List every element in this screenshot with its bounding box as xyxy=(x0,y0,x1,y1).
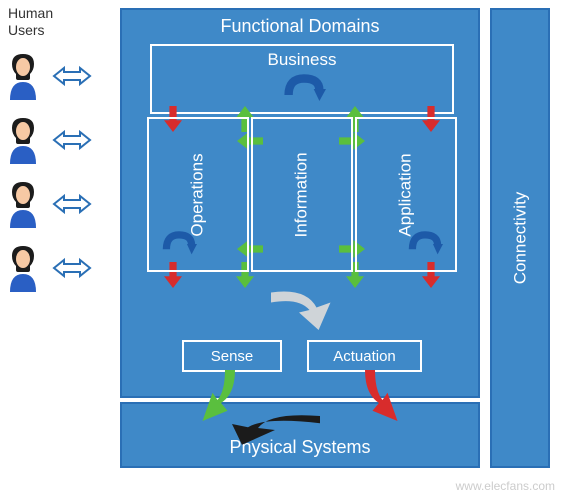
functional-domains-box: Functional Domains Business Operations I… xyxy=(120,8,480,398)
gray-flow-arrow xyxy=(264,285,334,335)
bidirectional-arrow-icon xyxy=(52,65,92,87)
users-heading: Human Users xyxy=(0,0,110,44)
physical-feedback-arrow xyxy=(230,408,330,448)
bidirectional-arrow-icon xyxy=(52,193,92,215)
user-row xyxy=(0,172,110,236)
connectivity-box: Connectivity xyxy=(490,8,550,468)
connectivity-label: Connectivity xyxy=(510,192,530,285)
bidirectional-arrow-icon xyxy=(52,129,92,151)
user-row xyxy=(0,236,110,300)
bidirectional-arrow-icon xyxy=(52,257,92,279)
actuation-to-physical-arrow xyxy=(350,370,400,430)
user-row xyxy=(0,44,110,108)
operations-label: Operations xyxy=(188,153,208,236)
application-box: Application xyxy=(355,117,457,272)
operations-box: Operations xyxy=(147,117,249,272)
information-label: Information xyxy=(292,152,312,237)
application-label: Application xyxy=(396,153,416,236)
sense-box: Sense xyxy=(182,340,282,372)
user-row xyxy=(0,108,110,172)
watermark: www.elecfans.com xyxy=(456,479,555,493)
application-cycle-arrow xyxy=(407,231,443,262)
user-icon xyxy=(6,52,40,100)
information-box: Information xyxy=(251,117,353,272)
actuation-label: Actuation xyxy=(333,348,396,365)
business-label: Business xyxy=(152,50,452,70)
iiot-architecture-diagram: Human Users xyxy=(0,0,565,503)
trio-row: Operations Information Application xyxy=(147,117,457,272)
user-icon xyxy=(6,116,40,164)
user-icon xyxy=(6,244,40,292)
users-column: Human Users xyxy=(0,0,110,300)
actuation-box: Actuation xyxy=(307,340,422,372)
business-cycle-arrow xyxy=(282,74,326,109)
functional-domains-title: Functional Domains xyxy=(122,10,478,43)
business-box: Business xyxy=(150,44,454,114)
operations-cycle-arrow xyxy=(161,231,197,262)
user-icon xyxy=(6,180,40,228)
sense-label: Sense xyxy=(211,348,254,365)
